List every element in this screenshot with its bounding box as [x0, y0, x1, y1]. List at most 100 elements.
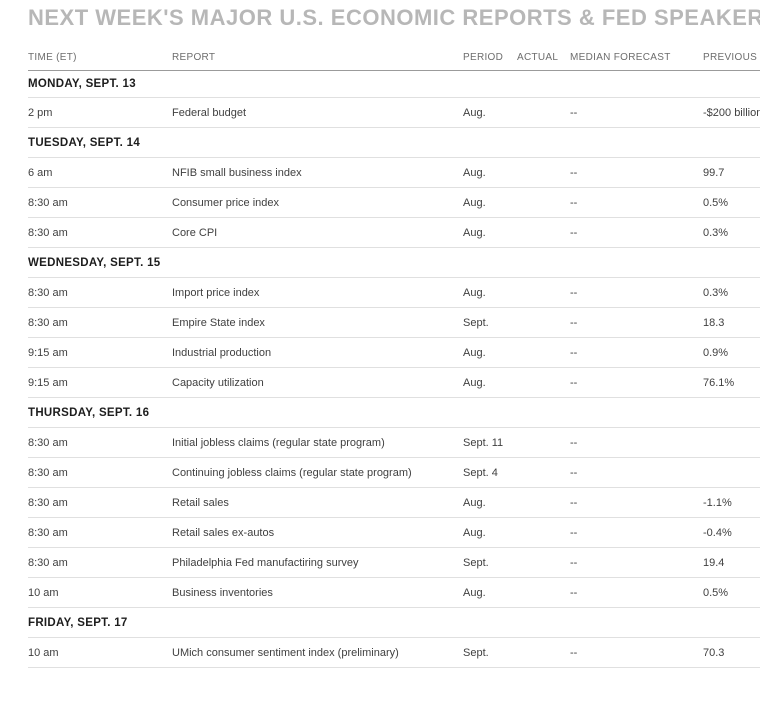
cell-period: Sept.: [463, 556, 489, 569]
cell-period: Aug.: [463, 586, 486, 599]
section-header-row: FRIDAY, SEPT. 17: [28, 608, 760, 638]
section-header-row: THURSDAY, SEPT. 16: [28, 398, 760, 428]
cell-period: Aug.: [463, 526, 486, 539]
table-row: 9:15 am Capacity utilization Aug. -- 76.…: [28, 368, 760, 398]
cell-time: 8:30 am: [28, 526, 68, 539]
cell-previous: 0.5%: [703, 586, 729, 599]
cell-report: Continuing jobless claims (regular state…: [172, 466, 412, 479]
table-row: 8:30 am Philadelphia Fed manufactiring s…: [28, 548, 760, 578]
cell-report: Business inventories: [172, 586, 273, 599]
cell-median-forecast: --: [570, 106, 578, 119]
cell-period: Sept.: [463, 646, 489, 659]
column-header-median-forecast: MEDIAN FORECAST: [570, 52, 671, 63]
table-body: MONDAY, SEPT. 13 2 pm Federal budget Aug…: [28, 71, 760, 668]
cell-previous: 18.3: [703, 316, 725, 329]
cell-report: Initial jobless claims (regular state pr…: [172, 436, 385, 449]
cell-previous: 19.4: [703, 556, 725, 569]
cell-time: 8:30 am: [28, 286, 68, 299]
cell-report: Federal budget: [172, 106, 246, 119]
section-header-row: WEDNESDAY, SEPT. 15: [28, 248, 760, 278]
table-row: 9:15 am Industrial production Aug. -- 0.…: [28, 338, 760, 368]
page-title: NEXT WEEK'S MAJOR U.S. ECONOMIC REPORTS …: [28, 5, 760, 30]
cell-time: 9:15 am: [28, 376, 68, 389]
cell-median-forecast: --: [570, 226, 578, 239]
cell-median-forecast: --: [570, 586, 578, 599]
cell-report: Capacity utilization: [172, 376, 264, 389]
cell-previous: 0.5%: [703, 196, 729, 209]
cell-report: Industrial production: [172, 346, 272, 359]
table-row: 10 am Business inventories Aug. -- 0.5%: [28, 578, 760, 608]
cell-previous: -1.1%: [703, 496, 732, 509]
cell-report: Retail sales ex-autos: [172, 526, 275, 539]
cell-median-forecast: --: [570, 496, 578, 509]
cell-report: Philadelphia Fed manufactiring survey: [172, 556, 359, 569]
cell-median-forecast: --: [570, 286, 578, 299]
cell-time: 8:30 am: [28, 196, 68, 209]
cell-median-forecast: --: [570, 346, 578, 359]
table-row: 8:30 am Empire State index Sept. -- 18.3: [28, 308, 760, 338]
table-row: 6 am NFIB small business index Aug. -- 9…: [28, 158, 760, 188]
cell-time: 8:30 am: [28, 556, 68, 569]
cell-period: Aug.: [463, 166, 486, 179]
cell-time: 9:15 am: [28, 346, 68, 359]
cell-period: Aug.: [463, 106, 486, 119]
table-row: 8:30 am Import price index Aug. -- 0.3%: [28, 278, 760, 308]
table-row: 8:30 am Retail sales ex-autos Aug. -- -0…: [28, 518, 760, 548]
cell-report: Consumer price index: [172, 196, 279, 209]
column-header-previous: PREVIOUS: [703, 52, 758, 63]
cell-time: 10 am: [28, 586, 59, 599]
section-day-label: FRIDAY, SEPT. 17: [28, 616, 128, 629]
cell-time: 10 am: [28, 646, 59, 659]
section-day-label: MONDAY, SEPT. 13: [28, 78, 136, 90]
section-day-label: THURSDAY, SEPT. 16: [28, 406, 150, 419]
cell-period: Sept. 11: [463, 436, 504, 449]
cell-report: UMich consumer sentiment index (prelimin…: [172, 646, 399, 659]
cell-median-forecast: --: [570, 526, 578, 539]
table-row: 10 am UMich consumer sentiment index (pr…: [28, 638, 760, 668]
cell-median-forecast: --: [570, 196, 578, 209]
table-row: 2 pm Federal budget Aug. -- -$200 billio…: [28, 98, 760, 128]
cell-previous: 0.3%: [703, 226, 729, 239]
column-header-time: TIME (ET): [28, 52, 77, 63]
cell-report: NFIB small business index: [172, 166, 302, 179]
cell-time: 8:30 am: [28, 496, 68, 509]
cell-report: Retail sales: [172, 496, 229, 509]
column-header-actual: ACTUAL: [517, 52, 559, 63]
table-row: 8:30 am Initial jobless claims (regular …: [28, 428, 760, 458]
column-header-report: REPORT: [172, 52, 216, 63]
cell-previous: -0.4%: [703, 526, 732, 539]
section-header-row: TUESDAY, SEPT. 14: [28, 128, 760, 158]
cell-time: 8:30 am: [28, 436, 68, 449]
table-header-row: TIME (ET) REPORT PERIOD ACTUAL MEDIAN FO…: [28, 45, 760, 71]
cell-median-forecast: --: [570, 436, 578, 449]
cell-previous: 0.9%: [703, 346, 729, 359]
cell-previous: 99.7: [703, 166, 725, 179]
cell-median-forecast: --: [570, 646, 578, 659]
cell-report: Import price index: [172, 286, 260, 299]
cell-period: Aug.: [463, 376, 486, 389]
cell-period: Aug.: [463, 496, 486, 509]
table-row: 8:30 am Core CPI Aug. -- 0.3%: [28, 218, 760, 248]
cell-period: Aug.: [463, 346, 486, 359]
cell-period: Aug.: [463, 226, 486, 239]
table-row: 8:30 am Consumer price index Aug. -- 0.5…: [28, 188, 760, 218]
cell-period: Aug.: [463, 286, 486, 299]
cell-previous: 76.1%: [703, 376, 735, 389]
table-row: 8:30 am Retail sales Aug. -- -1.1%: [28, 488, 760, 518]
section-day-label: TUESDAY, SEPT. 14: [28, 136, 141, 149]
cell-median-forecast: --: [570, 166, 578, 179]
column-header-period: PERIOD: [463, 52, 504, 63]
cell-time: 8:30 am: [28, 226, 68, 239]
cell-time: 8:30 am: [28, 466, 68, 479]
cell-median-forecast: --: [570, 316, 578, 329]
cell-previous: 70.3: [703, 646, 725, 659]
cell-period: Sept. 4: [463, 466, 498, 479]
cell-period: Sept.: [463, 316, 489, 329]
cell-time: 6 am: [28, 166, 53, 179]
table-row: 8:30 am Continuing jobless claims (regul…: [28, 458, 760, 488]
cell-median-forecast: --: [570, 376, 578, 389]
economic-reports-table: TIME (ET) REPORT PERIOD ACTUAL MEDIAN FO…: [28, 45, 760, 668]
section-header-row: MONDAY, SEPT. 13: [28, 71, 760, 98]
cell-previous: 0.3%: [703, 286, 729, 299]
